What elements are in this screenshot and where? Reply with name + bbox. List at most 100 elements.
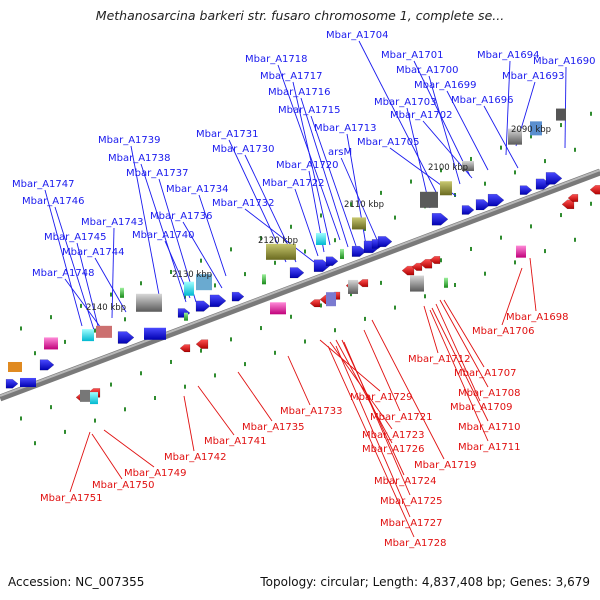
gene-label-reverse: Mbar_A1709: [450, 402, 513, 413]
gene-label-forward: Mbar_A1703: [374, 97, 437, 108]
forward-gene-arrow: [351, 245, 367, 257]
gene-label-reverse: Mbar_A1725: [380, 496, 443, 507]
ruler-tick: [50, 315, 52, 320]
forward-gene-arrow: [475, 199, 491, 211]
leader-line: [111, 227, 115, 319]
gene-label-reverse: Mbar_A1735: [242, 422, 305, 433]
ruler-tick: [350, 292, 352, 297]
ruler-tick: [304, 249, 306, 254]
gene-marker: [340, 248, 344, 259]
ruler-tick: [380, 190, 382, 195]
gene-label-reverse: Mbar_A1710: [458, 422, 521, 433]
ruler-tick: [440, 168, 442, 173]
gene-domain-box: [530, 121, 542, 136]
gene-label-forward: Mbar_A1745: [44, 232, 107, 243]
ruler-tick: [574, 147, 576, 152]
kbp-label: 2110 kbp: [344, 200, 384, 210]
ruler-tick: [514, 170, 516, 175]
leader-line: [130, 145, 161, 301]
forward-gene-arrow: [431, 213, 449, 226]
ruler-tick: [530, 134, 532, 139]
gene-domain-box: [270, 302, 286, 315]
leader-line: [335, 339, 393, 444]
leader-line: [529, 257, 537, 312]
reverse-gene-arrow: [589, 185, 600, 195]
forward-gene-arrow: [231, 291, 245, 302]
gene-label-forward: Mbar_A1690: [533, 56, 596, 67]
gene-label-forward: Mbar_A1737: [126, 168, 189, 179]
gene-label-reverse: Mbar_A1721: [370, 412, 433, 423]
ruler-tick: [184, 294, 186, 299]
ruler-tick: [334, 238, 336, 243]
gene-label-reverse: Mbar_A1750: [92, 480, 155, 491]
leader-line: [183, 395, 195, 452]
accession-text: Accession: NC_007355: [8, 575, 145, 589]
forward-gene-arrow: [325, 256, 339, 266]
forward-gene-arrow: [209, 294, 227, 308]
forward-gene-arrow: [519, 185, 533, 195]
forward-gene-block: [144, 327, 166, 340]
gene-domain-box: [440, 181, 452, 196]
gene-features: [5, 108, 600, 405]
ruler-tick: [34, 351, 36, 356]
leader-line: [91, 433, 123, 480]
kbp-label: 2130 kbp: [172, 270, 212, 280]
leader-line: [335, 345, 411, 518]
ruler-tick: [80, 303, 82, 308]
gene-label-reverse: Mbar_A1723: [362, 430, 425, 441]
gene-label-reverse: Mbar_A1728: [384, 538, 447, 549]
gene-domain-box: [352, 217, 366, 230]
leader-line: [228, 139, 287, 263]
gene-marker: [184, 312, 188, 321]
ruler-tick: [514, 260, 516, 265]
forward-gene-block: [20, 377, 36, 387]
ruler-tick: [590, 201, 592, 206]
leader-line: [423, 305, 439, 354]
gene-domain-box: [90, 392, 98, 405]
kbp-label: 2120 kbp: [258, 236, 298, 246]
leader-line: [501, 267, 523, 326]
leader-line: [341, 339, 405, 476]
ruler-tick: [230, 337, 232, 342]
gene-label-forward: Mbar_A1718: [245, 54, 308, 65]
ruler-tick: [140, 371, 142, 376]
ruler-tick: [560, 123, 562, 128]
leader-line: [310, 115, 357, 247]
forward-gene-arrow: [487, 193, 505, 207]
gene-domain-box: [44, 337, 58, 350]
leader-line: [292, 81, 331, 246]
leader-line: [182, 221, 223, 289]
gene-domain-box: [316, 232, 326, 245]
ruler-tick: [140, 281, 142, 286]
leader-line: [363, 329, 401, 412]
gene-domain-box: [348, 279, 358, 294]
gene-label-forward: Mbar_A1740: [132, 230, 195, 241]
gene-label-forward: Mbar_A1722: [262, 178, 325, 189]
ruler-tick: [364, 316, 366, 321]
ruler-tick: [20, 326, 22, 331]
gene-label-reverse: Mbar_A1729: [350, 392, 413, 403]
gene-labels: Mbar_A1704 Mbar_A1718 Mbar_A1701 Mbar_A1694…: [12, 30, 596, 549]
gene-label-forward: Mbar_A1704: [326, 30, 389, 41]
leader-line: [343, 341, 411, 496]
gene-label-reverse: Mbar_A1719: [414, 460, 477, 471]
reverse-gene-arrow: [401, 265, 415, 276]
ruler-tick: [200, 348, 202, 353]
forward-gene-arrow: [377, 236, 393, 248]
ruler-tick: [470, 156, 472, 161]
reverse-gene-arrow: [419, 259, 433, 269]
ruler-tick: [454, 282, 456, 287]
ruler-tick: [274, 260, 276, 265]
ruler-tick: [560, 213, 562, 218]
leader-line: [443, 299, 485, 368]
leader-line: [327, 345, 415, 538]
gene-label-reverse: Mbar_A1727: [380, 518, 443, 529]
ruler-tick: [200, 258, 202, 263]
gene-label-forward: Mbar_A1743: [81, 217, 144, 228]
forward-gene-arrow: [545, 172, 563, 185]
leader-line: [300, 97, 349, 248]
gene-label-forward: Mbar_A1736: [150, 211, 213, 222]
genome-summary-text: Topology: circular; Length: 4,837,408 bp…: [260, 575, 590, 589]
gene-domain-box: [556, 108, 566, 121]
